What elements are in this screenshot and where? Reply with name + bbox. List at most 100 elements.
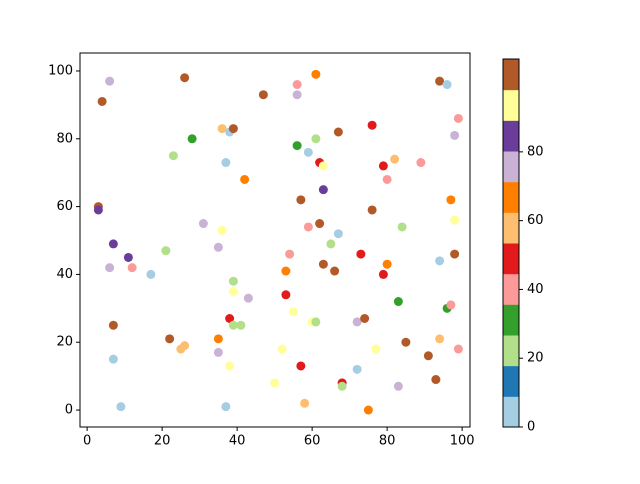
point — [225, 313, 235, 323]
point — [446, 300, 456, 310]
point — [228, 124, 238, 134]
point — [213, 347, 223, 357]
point — [270, 378, 280, 388]
point — [281, 266, 291, 276]
point — [435, 256, 445, 266]
point — [453, 113, 463, 123]
point — [296, 195, 306, 205]
point — [450, 130, 460, 140]
point — [318, 259, 328, 269]
point — [108, 320, 118, 330]
colorbar-frame — [502, 58, 520, 428]
x-tick-label: 80 — [379, 434, 396, 449]
point — [213, 334, 223, 344]
point — [187, 134, 197, 144]
point — [217, 225, 227, 235]
point — [292, 90, 302, 100]
point — [108, 354, 118, 364]
point — [303, 222, 313, 232]
point — [378, 161, 388, 171]
colorbar-tick-label: 0 — [527, 420, 535, 435]
point — [446, 195, 456, 205]
colorbar-segment — [503, 59, 519, 91]
point — [397, 222, 407, 232]
y-tick-label: 80 — [56, 131, 73, 146]
point — [401, 337, 411, 347]
point — [326, 239, 336, 249]
axes-frame — [79, 52, 471, 428]
point — [105, 263, 115, 273]
x-tick-label: 0 — [83, 434, 91, 449]
x-tick-label: 100 — [450, 434, 475, 449]
point — [97, 96, 107, 106]
point — [450, 249, 460, 259]
point — [382, 174, 392, 184]
colorbar-segment — [503, 396, 519, 428]
point — [333, 229, 343, 239]
point — [337, 381, 347, 391]
point — [393, 297, 403, 307]
point — [311, 317, 321, 327]
colorbar-segment — [503, 151, 519, 183]
point — [285, 249, 295, 259]
point — [161, 246, 171, 256]
point — [221, 158, 231, 168]
point — [352, 364, 362, 374]
colorbar-segment — [503, 335, 519, 367]
point — [105, 76, 115, 86]
colorbar-segment — [503, 365, 519, 397]
point — [315, 219, 325, 229]
point — [198, 219, 208, 229]
point — [127, 263, 137, 273]
point — [108, 239, 118, 249]
point — [352, 317, 362, 327]
point — [442, 80, 452, 90]
point — [228, 276, 238, 286]
point — [435, 334, 445, 344]
point — [213, 242, 223, 252]
point — [367, 120, 377, 130]
x-tick-label: 40 — [229, 434, 246, 449]
point — [330, 266, 340, 276]
point — [277, 344, 287, 354]
point — [116, 402, 126, 412]
point — [296, 361, 306, 371]
point — [292, 80, 302, 90]
x-tick-label: 60 — [304, 434, 321, 449]
point — [168, 151, 178, 161]
point — [258, 90, 268, 100]
point — [217, 124, 227, 134]
y-tick-label: 60 — [56, 199, 73, 214]
point — [281, 290, 291, 300]
point — [146, 269, 156, 279]
point — [382, 259, 392, 269]
point — [93, 205, 103, 215]
point — [453, 344, 463, 354]
point — [228, 320, 238, 330]
point — [180, 341, 190, 351]
point — [288, 307, 298, 317]
point — [356, 249, 366, 259]
point — [221, 402, 231, 412]
point — [240, 174, 250, 184]
x-tick-label: 20 — [154, 434, 171, 449]
y-tick-label: 100 — [48, 63, 73, 78]
point — [378, 269, 388, 279]
point — [311, 69, 321, 79]
point — [180, 73, 190, 83]
colorbar-segment — [503, 212, 519, 244]
point — [360, 313, 370, 323]
point — [228, 286, 238, 296]
colorbar-segment — [503, 273, 519, 305]
colorbar-segment — [503, 243, 519, 275]
point — [236, 320, 246, 330]
point — [225, 361, 235, 371]
point — [431, 375, 441, 385]
point — [311, 134, 321, 144]
point — [318, 185, 328, 195]
point — [333, 127, 343, 137]
point — [371, 344, 381, 354]
point — [243, 293, 253, 303]
point — [393, 381, 403, 391]
